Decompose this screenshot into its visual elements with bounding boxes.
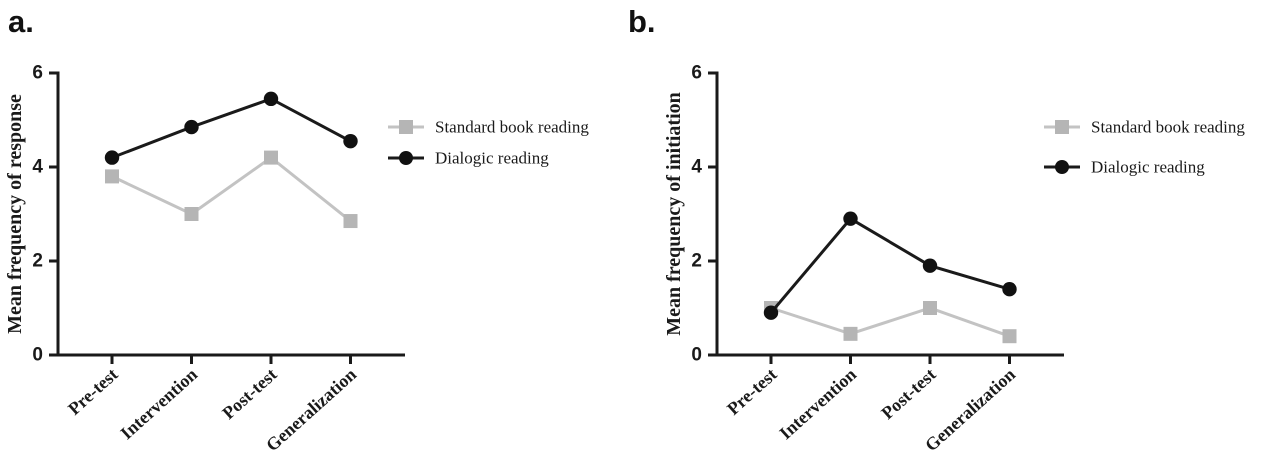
y-tick-label: 0	[32, 345, 43, 366]
series-line	[111, 97, 352, 160]
y-tick-label: 4	[691, 157, 702, 178]
legend-marker	[1055, 160, 1069, 174]
y-tick-label: 6	[32, 63, 43, 84]
series-line	[111, 155, 352, 223]
x-tick-label: Intervention	[775, 364, 860, 443]
series-line	[770, 306, 1011, 338]
x-tick-label: Post-test	[877, 364, 939, 423]
data-point	[923, 301, 937, 315]
data-point	[763, 305, 779, 320]
series-line	[769, 216, 1010, 314]
data-point	[104, 150, 120, 165]
x-tick-label: Intervention	[116, 364, 201, 443]
y-tick-label: 6	[691, 63, 702, 84]
legend-marker	[399, 151, 413, 165]
legend-label: Dialogic reading	[435, 149, 549, 168]
data-point	[922, 258, 938, 273]
panel-a-label: a.	[8, 4, 34, 39]
x-tick-label: Post-test	[218, 364, 280, 423]
data-point	[264, 150, 278, 165]
y-tick-label: 0	[691, 345, 702, 366]
y-tick-label: 2	[691, 251, 702, 272]
data-point	[1002, 282, 1017, 297]
data-point	[184, 207, 199, 221]
legend-label: Dialogic reading	[1091, 158, 1205, 177]
data-point	[105, 169, 119, 184]
data-point	[263, 91, 279, 107]
y-axis-title: Mean frequency of response	[4, 94, 26, 334]
legend-label: Standard book reading	[435, 118, 589, 137]
data-point	[343, 133, 358, 149]
panel-b-label: b.	[628, 4, 656, 39]
legend-label: Standard book reading	[1091, 118, 1245, 137]
y-axis-title: Mean frequency of initiation	[663, 92, 685, 336]
panel-b: b. 0 2 4 6 Pre-test Intervention Post-test Gene…	[620, 0, 1261, 468]
x-tick-label: Pre-test	[64, 364, 122, 419]
panel-a: a. 0 2 4 6 Pre-test Intervention Post-test Gene…	[0, 0, 620, 468]
data-point	[343, 214, 358, 229]
legend-marker	[1055, 120, 1069, 134]
data-point	[843, 211, 858, 226]
data-point	[1002, 329, 1017, 344]
x-tick-label: Pre-test	[723, 364, 781, 419]
legend-marker	[399, 120, 413, 134]
y-tick-label: 2	[32, 251, 43, 272]
data-point	[184, 119, 199, 135]
y-tick-label: 4	[32, 157, 43, 178]
data-point	[843, 326, 858, 341]
